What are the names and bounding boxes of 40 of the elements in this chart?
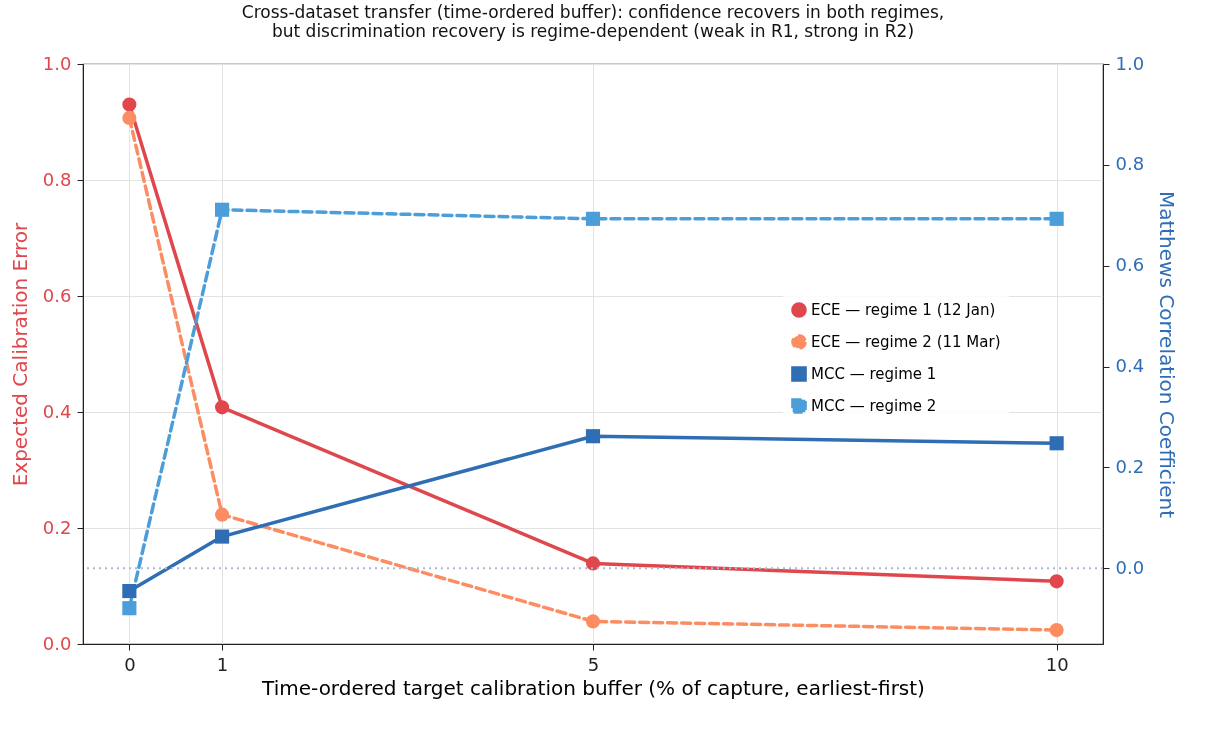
y2-tick-label: 0.6 — [1115, 254, 1145, 276]
y-tick-label: 0.2 — [42, 516, 72, 538]
y2-tick-label: 1.0 — [1115, 52, 1145, 74]
y2-tick-label: 0.4 — [1115, 355, 1145, 377]
chart-title: Cross-dataset transfer (time-ordered buffer): confidence recovers in both regimes, but discrimination recovery is regime-dependent (weak in R1, strong in R2) — [241, 2, 945, 41]
point — [122, 601, 137, 616]
legend-label: ECE — regime 1 (12 Jan) — [811, 301, 996, 319]
point — [215, 529, 230, 544]
y2-tick-label: 0.8 — [1115, 153, 1145, 175]
point — [1049, 623, 1064, 638]
point — [122, 110, 137, 125]
point — [122, 97, 137, 112]
y-tick-label: 0.8 — [42, 168, 72, 190]
y2-tick-label: 0.2 — [1115, 455, 1145, 477]
y2-axis-title: Matthews Correlation Coefficient — [1155, 190, 1180, 519]
x-axis-title: Time-ordered target calibration buffer (% of capture, earliest-first) — [261, 675, 925, 700]
y-axis-title: Expected Calibration Error — [7, 221, 32, 487]
x-tick-label: 1 — [216, 653, 229, 675]
point — [1049, 436, 1064, 451]
y-tick-label: 0.0 — [42, 632, 72, 654]
point — [585, 556, 601, 571]
point — [215, 507, 230, 522]
point — [585, 614, 601, 629]
point — [122, 583, 137, 599]
point — [1049, 574, 1064, 589]
point — [585, 211, 601, 226]
x-tick-label: 10 — [1045, 653, 1069, 675]
x-tick-label: 5 — [587, 653, 600, 675]
y-tick-label: 0.6 — [42, 284, 72, 306]
y-tick-label: 0.4 — [42, 400, 72, 422]
legend-label: ECE — regime 2 (11 Mar) — [811, 333, 1001, 351]
x-tick-label: 0 — [124, 653, 136, 675]
point — [1049, 211, 1064, 226]
point — [215, 400, 230, 415]
legend-label: MCC — regime 2 — [811, 397, 937, 415]
point — [585, 429, 601, 444]
legend-label: MCC — regime 1 — [811, 365, 937, 383]
y2-tick-label: 0.0 — [1115, 556, 1145, 578]
point — [215, 202, 230, 217]
y-tick-label: 1.0 — [42, 52, 72, 74]
